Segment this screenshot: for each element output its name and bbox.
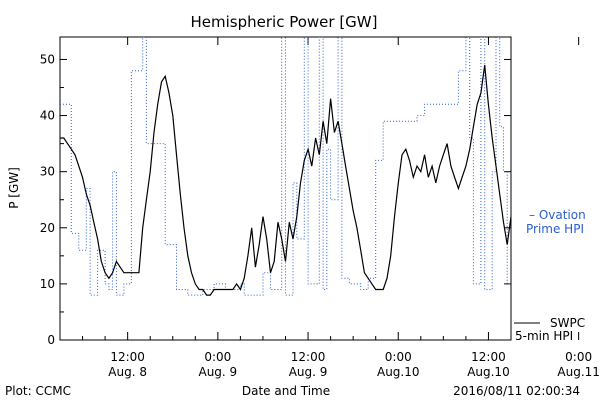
legend-swpc-line1: SWPC	[550, 316, 585, 330]
x-axis-label: Date and Time	[242, 384, 330, 398]
x-tick-time-1: 0:00	[204, 350, 231, 364]
x-tick-time-5: 0:00	[565, 350, 592, 364]
footer-timestamp: 2016/08/11 02:00:34	[453, 384, 580, 398]
x-tick-date-4: Aug.10	[467, 365, 510, 379]
x-tick-time-2: 12:00	[291, 350, 326, 364]
legend-ovation-line2: Prime HPI	[526, 222, 584, 236]
x-tick-date-2: Aug. 9	[289, 365, 328, 379]
legend-swpc-line2: 5-min HPI	[515, 329, 573, 343]
footer-plot-credit: Plot: CCMC	[5, 384, 71, 398]
y-tick-label-0: 0	[47, 333, 55, 347]
y-tick-label-2: 20	[40, 221, 55, 235]
y-tick-label-3: 30	[40, 165, 55, 179]
x-tick-date-0: Aug. 8	[108, 365, 147, 379]
series-swpc-line	[60, 65, 511, 296]
x-tick-time-3: 0:00	[385, 350, 412, 364]
series-layer	[60, 37, 511, 296]
y-axis: 0 10 20 30 40 50	[40, 52, 511, 347]
x-tick-date-5: Aug.11	[557, 365, 600, 379]
y-axis-label: P [GW]	[7, 167, 21, 209]
y-tick-label-1: 10	[40, 277, 55, 291]
y-tick-label-4: 40	[40, 109, 55, 123]
series-ovation-line	[60, 37, 511, 296]
x-tick-time-0: 12:00	[110, 350, 145, 364]
x-tick-time-4: 12:00	[471, 350, 506, 364]
legend-ovation-line1: – Ovation	[529, 208, 586, 222]
x-tick-date-3: Aug.10	[377, 365, 420, 379]
y-tick-label-5: 50	[40, 52, 55, 66]
chart-title: Hemispheric Power [GW]	[191, 13, 378, 31]
x-tick-date-1: Aug. 9	[198, 365, 237, 379]
